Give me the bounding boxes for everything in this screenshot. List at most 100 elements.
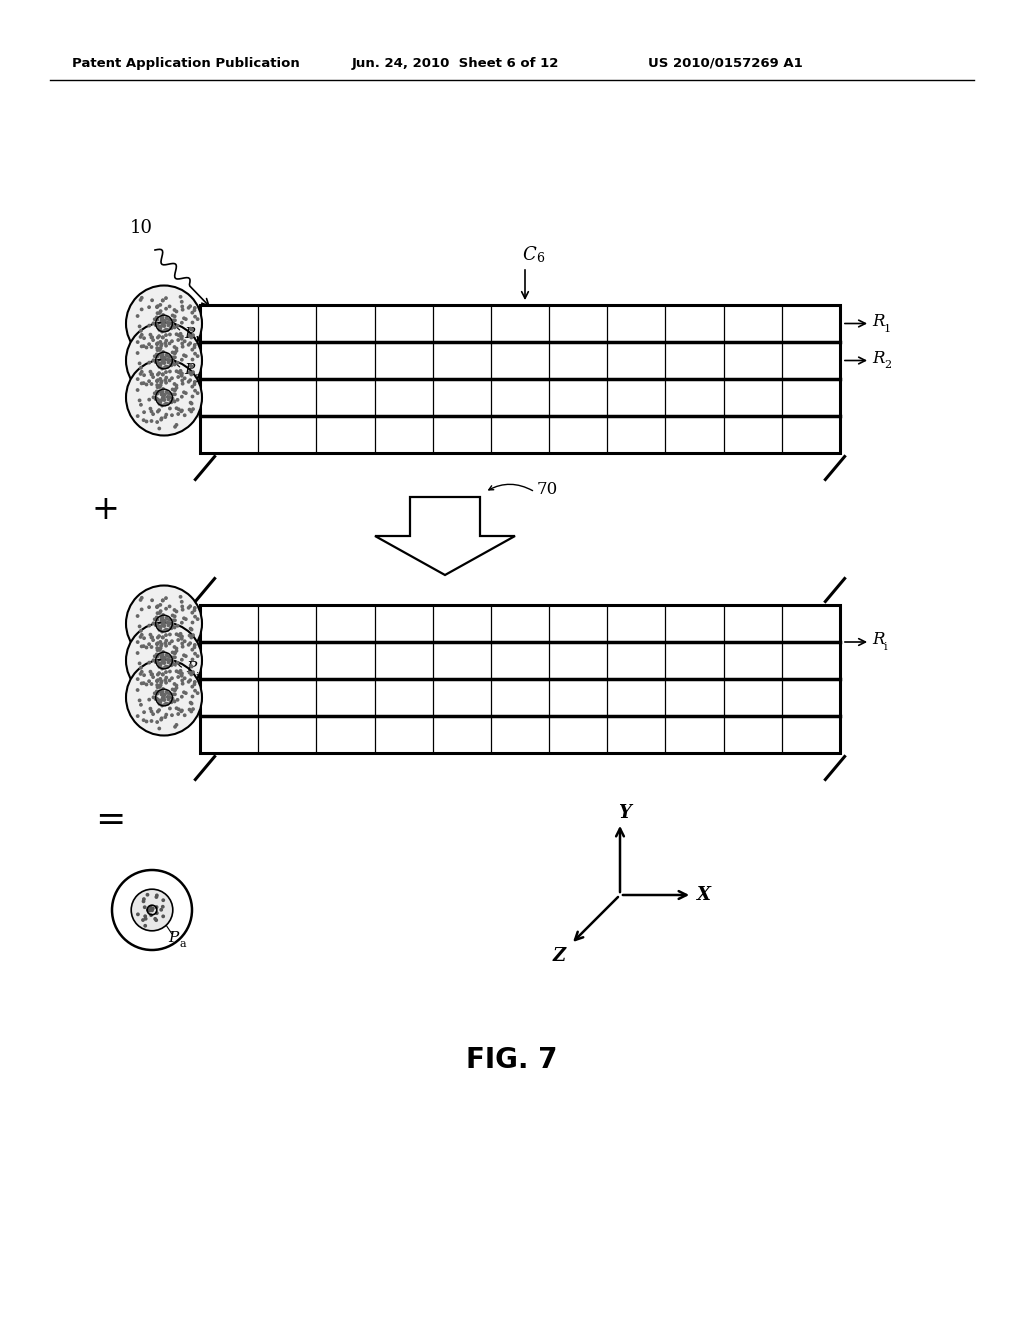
Circle shape <box>189 678 191 681</box>
Circle shape <box>159 312 161 314</box>
Circle shape <box>156 690 158 693</box>
Circle shape <box>179 296 181 298</box>
Circle shape <box>163 660 165 663</box>
Circle shape <box>159 363 162 364</box>
Circle shape <box>161 319 163 321</box>
Circle shape <box>170 364 172 367</box>
Circle shape <box>151 411 153 413</box>
Circle shape <box>175 647 178 649</box>
Circle shape <box>183 640 186 643</box>
Circle shape <box>143 638 145 639</box>
Circle shape <box>158 727 161 730</box>
Circle shape <box>190 702 193 705</box>
Circle shape <box>156 392 159 395</box>
Circle shape <box>150 371 152 372</box>
Circle shape <box>163 395 165 397</box>
Circle shape <box>188 334 190 337</box>
Circle shape <box>163 660 165 661</box>
Circle shape <box>190 337 193 339</box>
Circle shape <box>140 671 143 673</box>
Circle shape <box>181 643 183 644</box>
Circle shape <box>197 318 199 321</box>
Circle shape <box>171 388 174 391</box>
Circle shape <box>154 318 156 321</box>
Text: 6: 6 <box>536 252 544 264</box>
Circle shape <box>177 713 179 715</box>
Circle shape <box>162 354 164 356</box>
Circle shape <box>157 399 159 400</box>
Circle shape <box>166 392 168 395</box>
Circle shape <box>156 894 158 896</box>
Circle shape <box>182 354 185 356</box>
Circle shape <box>191 611 194 614</box>
Circle shape <box>187 343 189 346</box>
Text: 1: 1 <box>884 323 891 334</box>
Circle shape <box>162 360 164 363</box>
Circle shape <box>158 635 161 638</box>
Circle shape <box>169 333 171 335</box>
Circle shape <box>188 709 190 710</box>
Circle shape <box>164 329 166 331</box>
Circle shape <box>163 697 165 698</box>
Bar <box>200 605 840 752</box>
Circle shape <box>163 319 166 322</box>
Circle shape <box>171 660 174 663</box>
Circle shape <box>181 383 184 385</box>
Circle shape <box>170 627 172 630</box>
Circle shape <box>136 314 139 317</box>
Circle shape <box>167 366 169 368</box>
Circle shape <box>180 338 183 341</box>
Circle shape <box>162 657 164 660</box>
Circle shape <box>172 356 174 359</box>
Circle shape <box>165 671 167 673</box>
Text: R: R <box>872 313 885 330</box>
Bar <box>200 305 840 453</box>
Circle shape <box>162 619 164 622</box>
Circle shape <box>139 667 142 669</box>
Circle shape <box>153 622 155 624</box>
Circle shape <box>164 366 166 368</box>
Circle shape <box>162 688 165 690</box>
Circle shape <box>169 671 171 673</box>
Circle shape <box>167 696 169 698</box>
Circle shape <box>189 342 191 345</box>
Circle shape <box>197 355 199 358</box>
Circle shape <box>158 672 161 675</box>
Circle shape <box>162 393 164 396</box>
Circle shape <box>163 656 166 659</box>
Circle shape <box>143 411 145 413</box>
Circle shape <box>179 669 181 672</box>
Circle shape <box>174 619 176 622</box>
Circle shape <box>189 401 191 404</box>
Circle shape <box>152 339 155 342</box>
Circle shape <box>165 644 167 647</box>
Circle shape <box>194 346 196 348</box>
Circle shape <box>180 638 183 640</box>
Circle shape <box>156 380 158 383</box>
Circle shape <box>175 671 178 672</box>
Circle shape <box>174 388 176 391</box>
Circle shape <box>166 690 168 693</box>
Circle shape <box>159 700 162 702</box>
Circle shape <box>173 645 176 648</box>
Circle shape <box>159 677 162 680</box>
Circle shape <box>151 599 154 602</box>
Circle shape <box>156 305 159 308</box>
Circle shape <box>176 624 179 627</box>
Circle shape <box>161 668 163 669</box>
Circle shape <box>162 358 164 360</box>
Circle shape <box>191 659 194 661</box>
Circle shape <box>182 692 185 693</box>
Circle shape <box>191 395 194 397</box>
Circle shape <box>163 623 165 624</box>
Circle shape <box>157 374 159 376</box>
Circle shape <box>156 643 159 645</box>
Circle shape <box>140 371 143 374</box>
Circle shape <box>171 397 174 400</box>
Circle shape <box>140 308 143 310</box>
Circle shape <box>167 624 170 627</box>
Circle shape <box>151 719 153 722</box>
Circle shape <box>176 698 179 701</box>
Circle shape <box>189 642 191 644</box>
Circle shape <box>168 305 171 308</box>
